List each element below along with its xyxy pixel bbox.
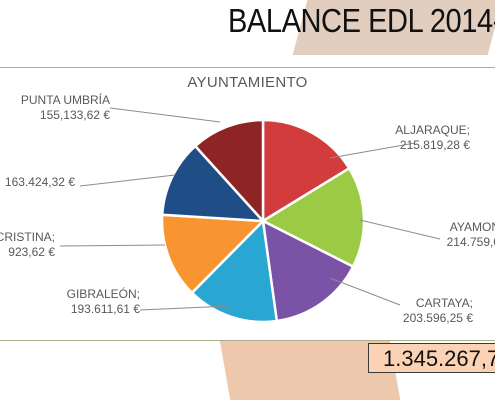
total-value-box: 1.345.267,7	[368, 343, 495, 373]
page-title: BALANCE EDL 2014-	[228, 2, 495, 39]
leader-line	[109, 107, 221, 123]
leader-line	[329, 142, 416, 159]
pie-slice	[261, 218, 355, 323]
pie-slice	[190, 218, 279, 324]
pie-slice	[160, 144, 266, 223]
leader-line	[139, 305, 231, 311]
leader-line	[59, 244, 166, 247]
slice-label: AYAMON 214.759,0	[447, 220, 495, 249]
slice-label: PUNTA UMBRÍA 155,133,62 €	[21, 92, 110, 122]
chart-title: AYUNTAMIENTO	[187, 74, 308, 91]
slice-label: ALJARAQUE; 215.819,28 €	[395, 123, 470, 152]
slice-label: GIBRALEÓN; 193.611,61 €	[67, 286, 141, 316]
leader-line	[329, 277, 401, 306]
pie-slice	[260, 166, 366, 269]
pie-slice	[261, 118, 351, 224]
pie-slice	[193, 118, 265, 225]
leader-line	[359, 219, 441, 240]
slice-label: CRISTINA; 923,62 €	[0, 230, 55, 259]
slice-label: CARTAYA; 203.596,25 €	[403, 296, 473, 325]
pie-slice	[160, 213, 266, 295]
slice-label: 163.424,32 €	[5, 175, 75, 189]
leader-line	[79, 174, 176, 187]
